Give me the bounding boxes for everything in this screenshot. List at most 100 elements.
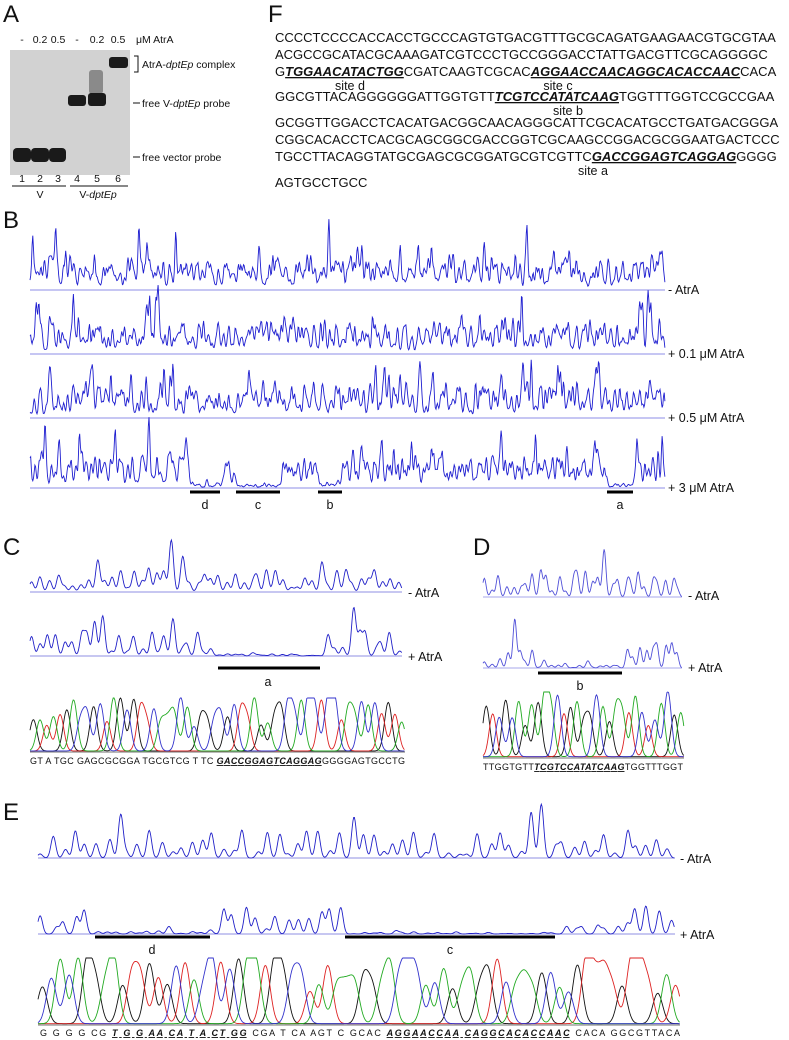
gel-smear xyxy=(89,70,103,94)
base-calls: TTGGTGTTTCGTCCATATCAAGTGGTTTGGT xyxy=(483,762,684,772)
concentration-label: - xyxy=(20,34,24,46)
text-segment: G xyxy=(275,64,285,79)
gel-band xyxy=(31,148,49,162)
site-label: site c xyxy=(543,79,572,93)
chromatogram-trace xyxy=(37,957,680,1025)
text-segment: free vector probe xyxy=(142,152,222,164)
bracket xyxy=(134,55,139,73)
site-label: a xyxy=(617,498,624,512)
gel xyxy=(10,50,140,187)
site-sequence: GACCGGAGTCAGGAG xyxy=(592,149,736,164)
condition-label: - AtrA xyxy=(688,589,720,603)
concentration-label: 0.5 xyxy=(111,34,126,46)
italic-text: dptEp xyxy=(173,98,201,110)
condition-label: + AtrA xyxy=(408,650,443,664)
condition-label: + 0.5 μM AtrA xyxy=(668,411,745,425)
text-segment: CGATCAAGTCGCAC xyxy=(404,64,531,79)
gel-band xyxy=(68,95,86,106)
text-segment: TGGTTTGGTCCGCCGAA xyxy=(619,89,775,104)
site-sequence: T G G AA CA T A CT GG xyxy=(112,1028,247,1038)
gel-band xyxy=(13,148,31,162)
text-segment: GGCGTTACAGGGGGGATTGGTGTT xyxy=(275,89,495,104)
base-calls: GT A TGC GAGCGCGGA TGCGTCG T TC GACCGGAG… xyxy=(30,756,405,766)
site-label: c xyxy=(447,943,453,957)
chromatogram-trace xyxy=(29,697,405,752)
italic-text: dptEp xyxy=(89,189,117,201)
group-label: V xyxy=(36,189,43,201)
panel-letter: E xyxy=(3,799,19,826)
sequence-line: TGCCTTACAGGTATGCGAGCGCGGATGCGTCGTTCGACCG… xyxy=(275,149,777,164)
sequence-line: GTGGAACATACTGGCGATCAAGTCGCACAGGAACCAACAG… xyxy=(275,64,777,79)
electropherogram-trace xyxy=(29,359,666,416)
chromatogram-trace xyxy=(30,697,405,752)
site-sequence: TCGTCCATATCAAG xyxy=(495,89,619,104)
site-sequence: GACCGGAGTCAGGAG xyxy=(217,756,322,766)
panel-letter: F xyxy=(268,1,283,28)
panel-letter: D xyxy=(473,534,490,561)
italic-text: dptEp xyxy=(166,59,194,71)
unit-label: μM AtrA xyxy=(136,34,174,46)
site-sequence: AGGAACCAACAGGCACACCAAC xyxy=(530,64,741,79)
site-label: d xyxy=(202,498,209,512)
electropherogram-trace xyxy=(482,618,683,669)
text-segment: CCCCTCCCCACCACCTGCCCAGTGTGACGTTTGCGCAGAT… xyxy=(275,30,776,45)
site-label: b xyxy=(577,679,584,693)
electropherogram-trace xyxy=(482,549,683,597)
text-segment: GGGGAGTGCCTG xyxy=(322,756,405,766)
site-label: c xyxy=(255,498,261,512)
site-label: site a xyxy=(578,164,608,178)
gel-band xyxy=(109,57,128,68)
text-segment: probe xyxy=(200,98,230,110)
panel-letter: C xyxy=(3,534,20,561)
sequence-line: ACGCCGCATACGCAAAGATCGTCCCTGCCGGGACCTATTG… xyxy=(275,47,768,62)
text-segment: ACGCCGCATACGCAAAGATCGTCCCTGCCGGGACCTATTG… xyxy=(275,47,768,62)
site-label: site b xyxy=(553,104,583,118)
lane-number: 5 xyxy=(94,173,100,185)
text-segment: TGGTTTGGT xyxy=(625,762,684,772)
sequence-line: AGTGCCTGCC xyxy=(275,175,367,190)
site-label: b xyxy=(327,498,334,512)
electropherogram-trace xyxy=(37,802,675,859)
condition-label: - AtrA xyxy=(668,283,700,297)
text-segment: CACA xyxy=(740,64,776,79)
site-label: a xyxy=(265,675,272,689)
text-segment: GT A TGC GAGCGCGGA TGCGTCG T TC xyxy=(30,756,216,766)
lane-number: 3 xyxy=(55,173,61,185)
text-segment: AtrA- xyxy=(142,59,166,71)
gel-band xyxy=(49,148,66,162)
condition-label: + AtrA xyxy=(688,661,723,675)
text-segment: free V- xyxy=(142,98,173,110)
lane-number: 6 xyxy=(115,173,121,185)
concentration-label: - xyxy=(75,34,79,46)
site-label: d xyxy=(149,943,156,957)
concentration-label: 0.2 xyxy=(33,34,48,46)
text-segment: GCGGTTGGACCTCACATGACGGCAACAGGGCATTCGCACA… xyxy=(275,115,778,130)
text-segment: V xyxy=(36,189,43,201)
text-segment: TTGGTGTT xyxy=(483,762,534,772)
condition-label: + AtrA xyxy=(680,928,715,942)
text-segment: GGGG xyxy=(736,149,776,164)
text-segment: G G G G CG xyxy=(40,1028,110,1038)
text-segment: CGGCACACCTCACGCAGCGGCGACCGGTCGCAAGCCGGAC… xyxy=(275,132,780,147)
condition-label: - AtrA xyxy=(408,586,440,600)
panel-letter: A xyxy=(3,1,19,28)
band-label: AtrA-dptEp complex xyxy=(142,59,236,71)
chromatogram-trace xyxy=(483,691,684,758)
chromatogram-trace xyxy=(483,691,685,758)
site-sequence: TCGTCCATATCAAG xyxy=(534,762,624,772)
chromatogram-trace xyxy=(29,697,405,752)
condition-label: - AtrA xyxy=(680,852,712,866)
text-segment: CACA GGCGTTACA xyxy=(571,1028,680,1038)
gel-band xyxy=(88,93,106,106)
band-label: free vector probe xyxy=(142,152,222,164)
text-segment: AGTGCCTGCC xyxy=(275,175,367,190)
site-label: site d xyxy=(335,79,365,93)
group-label: V-dptEp xyxy=(79,189,117,201)
electropherogram-trace xyxy=(29,285,666,351)
site-sequence: AGGAACCAA CAGGCACACCAAC xyxy=(386,1028,571,1038)
electropherogram-trace xyxy=(29,606,403,657)
text-segment: TGCCTTACAGGTATGCGAGCGCGGATGCGTCGTTC xyxy=(275,149,592,164)
lane-number: 2 xyxy=(37,173,43,185)
